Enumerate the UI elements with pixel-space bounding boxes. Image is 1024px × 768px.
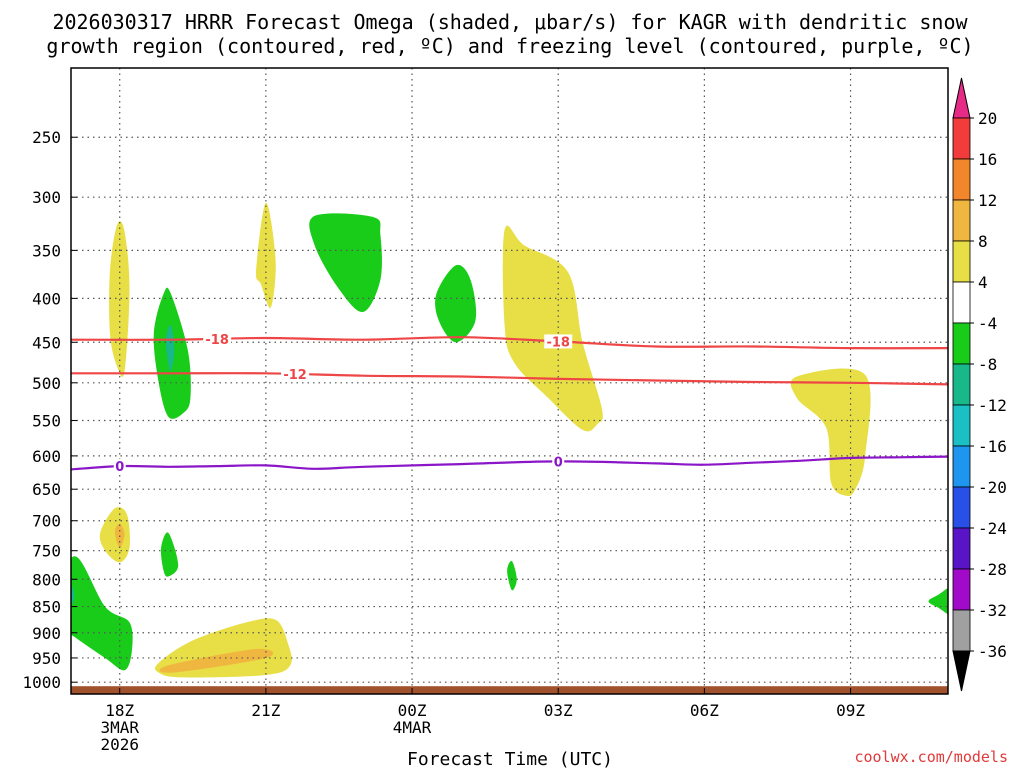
omega-minus4-d-region bbox=[71, 556, 133, 671]
y-tick-label-750: 750 bbox=[32, 542, 61, 561]
y-tick-label-900: 900 bbox=[32, 624, 61, 643]
y-tick-label-800: 800 bbox=[32, 570, 61, 589]
y-tick-label-400: 400 bbox=[32, 289, 61, 308]
y-tick-label-950: 950 bbox=[32, 649, 61, 668]
dendritic-minus12-label-bg-0 bbox=[281, 367, 310, 382]
colorbar-label-7: -12 bbox=[978, 396, 1007, 415]
x-tick-label-1-0: 18Z bbox=[105, 701, 134, 720]
freezing-level-0-label-bg-1 bbox=[552, 454, 565, 469]
chart-title-line-1: 2026030317 HRRR Forecast Omega (shaded, … bbox=[52, 10, 968, 34]
y-tick-label-450: 450 bbox=[32, 333, 61, 352]
x-tick-label-10-0: 03Z bbox=[544, 701, 573, 720]
colorbar-arrow-bottom bbox=[952, 650, 971, 692]
omega-minus4-c-region bbox=[435, 264, 477, 343]
colorbar-bin-1 bbox=[952, 158, 971, 201]
credit-text: coolwx.com/models bbox=[854, 748, 1008, 766]
omega-plus4-e-region bbox=[99, 507, 130, 563]
colorbar-label-5: -4 bbox=[978, 314, 997, 333]
dendritic-minus18-label-bg-1 bbox=[544, 334, 573, 349]
omega-plus8-f-region bbox=[159, 648, 274, 673]
colorbar-label-1: 16 bbox=[978, 150, 997, 169]
colorbar-label-10: -24 bbox=[978, 519, 1007, 538]
colorbar-label-4: 4 bbox=[978, 273, 988, 292]
y-tick-label-1000: 1000 bbox=[22, 673, 61, 692]
y-tick-label-600: 600 bbox=[32, 447, 61, 466]
colorbar-label-8: -16 bbox=[978, 437, 1007, 456]
plot-frame bbox=[70, 67, 949, 695]
freezing-level-0-label-1: 0 bbox=[554, 455, 563, 470]
colorbar-label-11: -28 bbox=[978, 560, 1007, 579]
y-tick-label-300: 300 bbox=[32, 188, 61, 207]
colorbar-label-0: 20 bbox=[978, 109, 997, 128]
y-tick-label-850: 850 bbox=[32, 598, 61, 617]
colorbar-bin-5 bbox=[952, 322, 971, 365]
colorbar-bin-8 bbox=[952, 445, 971, 488]
freezing-level-0-contour bbox=[71, 455, 948, 471]
freezing-level-0-label-bg-0 bbox=[113, 459, 126, 474]
colorbar-bin-11 bbox=[952, 568, 971, 611]
dendritic-minus12-label-0: -12 bbox=[283, 368, 307, 383]
freezing-level-0-label-0: 0 bbox=[115, 460, 124, 475]
omega-minus8-d-region bbox=[71, 583, 75, 606]
colorbar-bin-2 bbox=[952, 199, 971, 242]
colorbar-bin-6 bbox=[952, 363, 971, 406]
colorbar-bin-3 bbox=[952, 240, 971, 283]
plot-area: -18 -18 -12 0 0 250 300 350 400 450 500 550 600 650 70… bbox=[22, 67, 949, 754]
x-tick-label-7-1: 4MAR bbox=[393, 718, 432, 737]
colorbar-bin-9 bbox=[952, 486, 971, 529]
dendritic-minus18-label-bg-0 bbox=[203, 331, 232, 346]
x-tick-label-1-2: 2026 bbox=[100, 735, 139, 754]
dendritic-minus12-contour bbox=[71, 372, 948, 386]
colorbar-arrow-top bbox=[952, 77, 971, 119]
omega-minus4-e-region bbox=[160, 532, 179, 577]
x-tick-label-13-0: 06Z bbox=[690, 701, 719, 720]
chart-title-line-2: growth region (contoured, red, ºC) and f… bbox=[46, 34, 973, 58]
colorbar: 20 16 12 8 4 -4 -8 -12 -16 -20 -24 -28 -32 -36 bbox=[952, 77, 1007, 692]
ground-band bbox=[71, 686, 948, 694]
colorbar-label-13: -36 bbox=[978, 642, 1007, 661]
colorbar-label-9: -20 bbox=[978, 478, 1007, 497]
colorbar-bin-12 bbox=[952, 609, 971, 652]
y-tick-label-550: 550 bbox=[32, 412, 61, 431]
omega-minus4-g-region bbox=[928, 587, 948, 615]
x-tick-label-1-1: 3MAR bbox=[100, 718, 139, 737]
colorbar-label-3: 8 bbox=[978, 232, 988, 251]
colorbar-bin-10 bbox=[952, 527, 971, 570]
omega-minus4-b-region bbox=[309, 213, 382, 313]
y-tick-label-350: 350 bbox=[32, 241, 61, 260]
dendritic-minus18-label-0: -18 bbox=[205, 333, 229, 348]
x-tick-label-16-0: 09Z bbox=[836, 701, 865, 720]
colorbar-bin-7 bbox=[952, 404, 971, 447]
y-tick-label-500: 500 bbox=[32, 374, 61, 393]
y-tick-label-650: 650 bbox=[32, 480, 61, 499]
x-tick-label-7-0: 00Z bbox=[398, 701, 427, 720]
colorbar-bin-4 bbox=[952, 281, 971, 324]
colorbar-bin-0 bbox=[952, 117, 971, 160]
colorbar-label-6: -8 bbox=[978, 355, 997, 374]
omega-minus8-a-region bbox=[165, 324, 175, 372]
colorbar-label-2: 12 bbox=[978, 191, 997, 210]
dendritic-minus18-label-1: -18 bbox=[546, 335, 570, 350]
y-tick-label-250: 250 bbox=[32, 128, 61, 147]
x-tick-label-4-0: 21Z bbox=[251, 701, 280, 720]
y-tick-label-700: 700 bbox=[32, 512, 61, 531]
plot-content: -18 -18 -12 0 0 bbox=[71, 68, 948, 694]
x-axis-label: Forecast Time (UTC) bbox=[407, 749, 613, 768]
omega-minus4-f-region bbox=[507, 560, 517, 591]
colorbar-label-12: -32 bbox=[978, 601, 1007, 620]
